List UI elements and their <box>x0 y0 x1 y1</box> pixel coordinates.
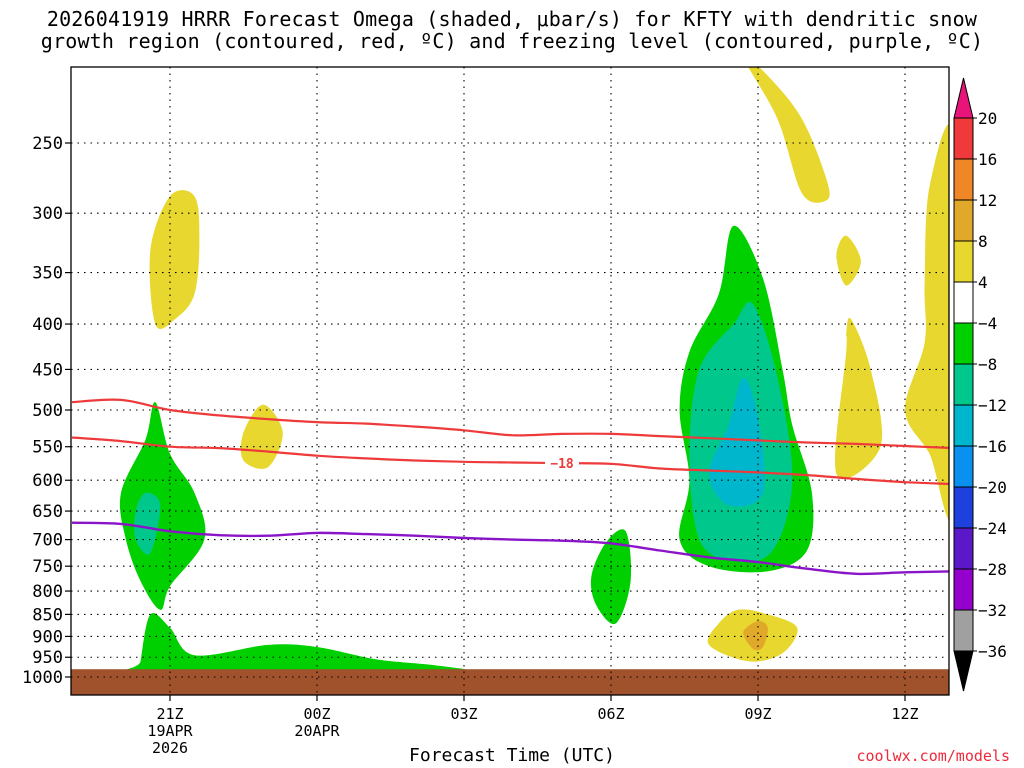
chart-title-line-1: 2026041919 HRRR Forecast Omega (shaded, … <box>46 7 978 31</box>
colorbar-label-13: −36 <box>978 642 1007 661</box>
colorbar-arrow-top <box>953 77 974 119</box>
colorbar-label-1: 16 <box>978 150 997 169</box>
omega-region-12 <box>134 492 161 555</box>
colorbar-box-2 <box>953 199 974 242</box>
colorbar-label-7: −12 <box>978 396 1007 415</box>
colorbar-label-0: 20 <box>978 109 997 128</box>
colorbar-label-8: −16 <box>978 437 1007 456</box>
terrain-block <box>71 669 949 695</box>
chart-title: 2026041919 HRRR Forecast Omega (shaded, … <box>0 8 1024 52</box>
y-tick-label-400: 400 <box>32 315 63 335</box>
omega-region-5 <box>904 124 949 521</box>
colorbar-box-9 <box>953 486 974 529</box>
colorbar-box-1 <box>953 158 974 201</box>
red-contour-label-1: −18 <box>550 457 574 472</box>
terrain-fill <box>71 669 949 695</box>
y-tick-label-1000: 1000 <box>22 668 63 688</box>
colorbar-box-6 <box>953 363 974 406</box>
omega-region-2 <box>748 67 830 203</box>
x-tick-label-12Z: 12Z <box>891 705 918 723</box>
red-contour-label-bg-1 <box>545 455 579 472</box>
grid-lines <box>71 67 949 695</box>
red-contour-0 <box>71 398 949 450</box>
x-axis-label: Forecast Time (UTC) <box>409 745 615 766</box>
colorbar-label-11: −28 <box>978 560 1007 579</box>
colorbar-label-5: −4 <box>978 314 997 333</box>
y-tick-label-350: 350 <box>32 264 63 284</box>
plot-frame <box>70 66 950 696</box>
y-tick-label-600: 600 <box>32 471 63 491</box>
y-axis: 2503003504004505005506006507007508008509… <box>22 134 71 688</box>
y-tick-label-900: 900 <box>32 627 63 647</box>
x-tick-label-00Z: 00Z <box>303 705 330 723</box>
omega-region-7 <box>743 621 768 651</box>
omega-region-4 <box>835 317 883 479</box>
colorbar-arrow-bottom <box>953 650 974 692</box>
colorbar-label-4: 4 <box>978 273 988 292</box>
colorbar: 20 16 12 8 4 −4 −8 −12 −16 −20 −24 −28 −32 −36 <box>953 77 1007 692</box>
colorbar-box-0 <box>953 117 974 160</box>
omega-region-14 <box>709 377 765 507</box>
colorbar-label-3: 8 <box>978 232 988 251</box>
y-tick-label-750: 750 <box>32 557 63 577</box>
y-tick-label-450: 450 <box>32 360 63 380</box>
contour-lines: −18 <box>71 398 949 576</box>
y-tick-label-250: 250 <box>32 134 63 154</box>
colorbar-box-3 <box>953 240 974 283</box>
x-tick-label-06Z: 06Z <box>597 705 624 723</box>
y-tick-label-700: 700 <box>32 531 63 551</box>
colorbar-box-11 <box>953 568 974 611</box>
omega-region-0 <box>149 190 200 330</box>
red-contour-1 <box>71 436 949 485</box>
colorbar-box-10 <box>953 527 974 570</box>
y-tick-label-550: 550 <box>32 438 63 458</box>
y-tick-label-850: 850 <box>32 605 63 625</box>
colorbar-box-12 <box>953 609 974 652</box>
omega-region-9 <box>121 612 471 675</box>
colorbar-label-2: 12 <box>978 191 997 210</box>
x-tick-year-21Z: 2026 <box>152 739 188 757</box>
y-tick-label-300: 300 <box>32 204 63 224</box>
colorbar-label-9: −20 <box>978 478 1007 497</box>
omega-shading <box>119 67 949 675</box>
colorbar-label-10: −24 <box>978 519 1007 538</box>
omega-region-10 <box>590 529 632 625</box>
x-tick-date-00Z: 20APR <box>294 722 340 740</box>
omega-region-8 <box>119 402 206 610</box>
x-tick-date-21Z: 19APR <box>147 722 193 740</box>
colorbar-box-8 <box>953 445 974 488</box>
x-tick-label-03Z: 03Z <box>450 705 477 723</box>
chart-title-line-2: growth region (contoured, red, ºC) and f… <box>40 29 984 53</box>
x-tick-label-21Z: 21Z <box>156 705 183 723</box>
colorbar-box-7 <box>953 404 974 447</box>
colorbar-label-12: −32 <box>978 601 1007 620</box>
y-tick-label-800: 800 <box>32 582 63 602</box>
colorbar-box-4 <box>953 281 974 324</box>
omega-region-3 <box>836 235 861 286</box>
y-tick-label-650: 650 <box>32 502 63 522</box>
x-tick-label-09Z: 09Z <box>744 705 771 723</box>
source-credit: coolwx.com/models <box>856 747 1010 765</box>
colorbar-label-6: −8 <box>978 355 997 374</box>
y-tick-label-950: 950 <box>32 648 63 668</box>
purple-contour-0 <box>71 521 949 576</box>
colorbar-box-5 <box>953 322 974 365</box>
y-tick-label-500: 500 <box>32 401 63 421</box>
